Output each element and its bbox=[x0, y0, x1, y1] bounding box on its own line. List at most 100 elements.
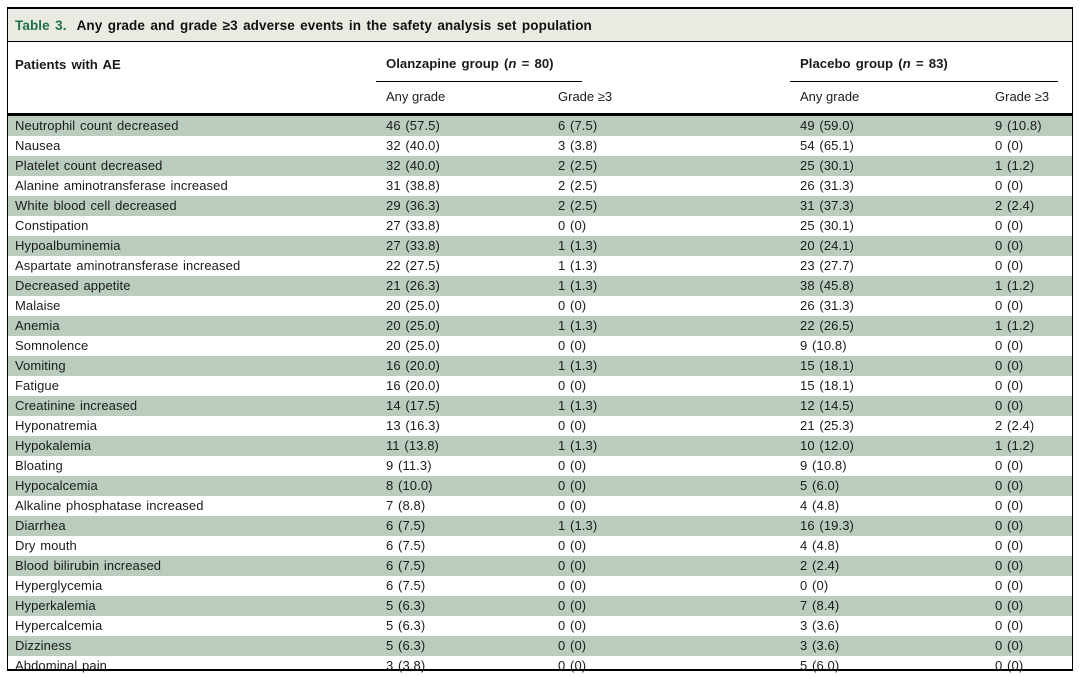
olanzapine-any-grade-value: 29 (36.3) bbox=[386, 198, 440, 213]
table-row: Somnolence 20 (25.0) 0 (0) 9 (10.8) 0 (0… bbox=[8, 336, 1072, 356]
placebo-any-grade-value: 25 (30.1) bbox=[800, 218, 854, 233]
spacer-cell bbox=[678, 256, 790, 276]
olanzapine-grade3-value: 1 (1.3) bbox=[558, 438, 598, 453]
placebo-grade3-value: 0 (0) bbox=[995, 398, 1024, 413]
placebo-grade3-value: 0 (0) bbox=[995, 558, 1024, 573]
group-header-placebo: Placebo group (n = 83) bbox=[790, 42, 1072, 82]
ae-name: Aspartate aminotransferase increased bbox=[15, 258, 241, 273]
placebo-grade3-value: 1 (1.2) bbox=[995, 438, 1035, 453]
spacer-cell bbox=[678, 596, 790, 616]
group-olanzapine-text-post: = 80) bbox=[516, 56, 554, 71]
olanzapine-grade3-value: 6 (7.5) bbox=[558, 118, 598, 133]
subheader-olanzapine-any-grade: Any grade bbox=[376, 82, 548, 116]
olanzapine-grade3-value: 0 (0) bbox=[558, 578, 587, 593]
group-header-olanzapine-label: Olanzapine group (n = 80) bbox=[376, 54, 583, 82]
ae-name: Hyperkalemia bbox=[15, 598, 96, 613]
olanzapine-any-grade-value: 9 (11.3) bbox=[386, 458, 432, 473]
ae-name: Platelet count decreased bbox=[15, 158, 163, 173]
olanzapine-grade3-value: 1 (1.3) bbox=[558, 358, 598, 373]
table-header: Patients with AE Olanzapine group (n = 8… bbox=[8, 42, 1073, 116]
ae-name: Anemia bbox=[15, 318, 60, 333]
spacer-cell bbox=[678, 176, 790, 196]
placebo-grade3-value: 0 (0) bbox=[995, 538, 1024, 553]
placebo-grade3-value: 1 (1.2) bbox=[995, 318, 1035, 333]
table-row: Dry mouth 6 (7.5) 0 (0) 4 (4.8) 0 (0) bbox=[8, 536, 1072, 556]
olanzapine-grade3-value: 0 (0) bbox=[558, 558, 587, 573]
olanzapine-any-grade-value: 13 (16.3) bbox=[386, 418, 440, 433]
olanzapine-grade3-value: 0 (0) bbox=[558, 478, 587, 493]
olanzapine-grade3-value: 1 (1.3) bbox=[558, 238, 598, 253]
table-row: Abdominal pain 3 (3.8) 0 (0) 5 (6.0) 0 (… bbox=[8, 656, 1072, 676]
spacer-cell bbox=[678, 576, 790, 596]
subheader-olanzapine-grade3: Grade ≥3 bbox=[548, 82, 679, 116]
olanzapine-any-grade-value: 21 (26.3) bbox=[386, 278, 440, 293]
olanzapine-any-grade-value: 16 (20.0) bbox=[386, 358, 440, 373]
placebo-grade3-value: 0 (0) bbox=[995, 218, 1024, 233]
placebo-grade3-value: 0 (0) bbox=[995, 498, 1024, 513]
sub-header-row: Any grade Grade ≥3 Any grade Grade ≥3 bbox=[8, 82, 1073, 116]
olanzapine-any-grade-value: 46 (57.5) bbox=[386, 118, 440, 133]
placebo-grade3-value: 2 (2.4) bbox=[995, 198, 1035, 213]
olanzapine-any-grade-value: 22 (27.5) bbox=[386, 258, 440, 273]
olanzapine-any-grade-value: 20 (25.0) bbox=[386, 318, 440, 333]
ae-name: Hyponatremia bbox=[15, 418, 98, 433]
table-row: Creatinine increased 14 (17.5) 1 (1.3) 1… bbox=[8, 396, 1073, 416]
ae-name: Bloating bbox=[15, 458, 63, 473]
group-placebo-n-italic: n bbox=[902, 56, 911, 71]
olanzapine-grade3-value: 1 (1.3) bbox=[558, 518, 598, 533]
placebo-any-grade-value: 38 (45.8) bbox=[800, 278, 854, 293]
placebo-any-grade-value: 15 (18.1) bbox=[800, 358, 854, 373]
adverse-events-table-card: Table 3. Any grade and grade ≥3 adverse e… bbox=[7, 7, 1073, 673]
placebo-any-grade-value: 25 (30.1) bbox=[800, 158, 854, 173]
placebo-any-grade-value: 22 (26.5) bbox=[800, 318, 854, 333]
table-row: Nausea 32 (40.0) 3 (3.8) 54 (65.1) 0 (0) bbox=[8, 136, 1072, 156]
ae-name: Hypercalcemia bbox=[15, 618, 103, 633]
spacer-cell bbox=[678, 476, 790, 496]
placebo-grade3-value: 0 (0) bbox=[995, 478, 1024, 493]
table-row: Dizziness 5 (6.3) 0 (0) 3 (3.6) 0 (0) bbox=[8, 636, 1073, 656]
placebo-any-grade-value: 26 (31.3) bbox=[800, 298, 854, 313]
ae-name: Constipation bbox=[15, 218, 89, 233]
olanzapine-grade3-value: 0 (0) bbox=[558, 338, 587, 353]
table-row: Decreased appetite 21 (26.3) 1 (1.3) 38 … bbox=[8, 276, 1073, 296]
spacer-cell bbox=[678, 216, 790, 236]
olanzapine-any-grade-value: 5 (6.3) bbox=[386, 598, 426, 613]
olanzapine-any-grade-value: 14 (17.5) bbox=[386, 398, 440, 413]
table-row: Neutrophil count decreased 46 (57.5) 6 (… bbox=[8, 114, 1073, 137]
table-row: Hypercalcemia 5 (6.3) 0 (0) 3 (3.6) 0 (0… bbox=[8, 616, 1072, 636]
olanzapine-grade3-value: 0 (0) bbox=[558, 598, 587, 613]
placebo-any-grade-value: 54 (65.1) bbox=[800, 138, 854, 153]
olanzapine-any-grade-value: 6 (7.5) bbox=[386, 538, 426, 553]
spacer-cell bbox=[678, 336, 790, 356]
group-placebo-text-pre: Placebo group ( bbox=[800, 56, 903, 71]
spacer-cell bbox=[678, 496, 790, 516]
placebo-grade3-value: 0 (0) bbox=[995, 178, 1024, 193]
spacer-cell bbox=[678, 516, 790, 536]
ae-name: Fatigue bbox=[15, 378, 60, 393]
placebo-any-grade-value: 15 (18.1) bbox=[800, 378, 854, 393]
placebo-any-grade-value: 9 (10.8) bbox=[800, 458, 847, 473]
olanzapine-any-grade-value: 11 (13.8) bbox=[386, 438, 439, 453]
olanzapine-any-grade-value: 32 (40.0) bbox=[386, 138, 440, 153]
placebo-grade3-value: 0 (0) bbox=[995, 358, 1024, 373]
olanzapine-any-grade-value: 5 (6.3) bbox=[386, 638, 426, 653]
table-row: Hyperkalemia 5 (6.3) 0 (0) 7 (8.4) 0 (0) bbox=[8, 596, 1073, 616]
placebo-any-grade-value: 21 (25.3) bbox=[800, 418, 854, 433]
table-row: Hypocalcemia 8 (10.0) 0 (0) 5 (6.0) 0 (0… bbox=[8, 476, 1073, 496]
placebo-grade3-value: 1 (1.2) bbox=[995, 158, 1035, 173]
placebo-any-grade-value: 10 (12.0) bbox=[800, 438, 854, 453]
spacer-cell bbox=[678, 456, 790, 476]
table-row: Platelet count decreased 32 (40.0) 2 (2.… bbox=[8, 156, 1073, 176]
olanzapine-any-grade-value: 20 (25.0) bbox=[386, 338, 440, 353]
group-placebo-text-post: = 83) bbox=[910, 56, 948, 71]
placebo-any-grade-value: 3 (3.6) bbox=[800, 618, 840, 633]
group-olanzapine-n-italic: n bbox=[508, 56, 517, 71]
ae-name: Hypocalcemia bbox=[15, 478, 98, 493]
ae-name: Alanine aminotransferase increased bbox=[15, 178, 228, 193]
spacer-cell bbox=[678, 616, 790, 636]
spacer-cell bbox=[678, 115, 790, 137]
olanzapine-grade3-value: 0 (0) bbox=[558, 618, 587, 633]
placebo-any-grade-value: 26 (31.3) bbox=[800, 178, 854, 193]
olanzapine-grade3-value: 2 (2.5) bbox=[558, 158, 598, 173]
